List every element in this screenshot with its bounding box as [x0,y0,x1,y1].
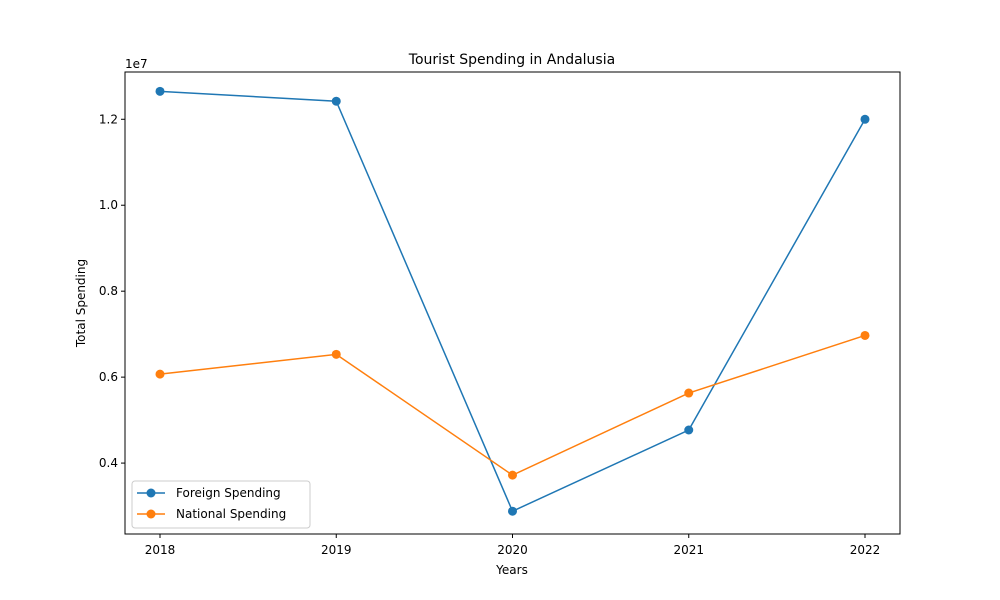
legend-label: National Spending [176,507,286,521]
y-tick-label: 0.8 [99,284,118,298]
x-tick-label: 2018 [145,543,176,557]
data-point [155,369,165,379]
data-point [155,86,165,96]
y-offset-label: 1e7 [125,57,148,71]
y-axis: 0.4 0.6 0.8 1.0 1.2 [99,112,125,470]
x-tick-label: 2022 [850,543,881,557]
data-point [508,506,517,516]
data-point [331,349,341,359]
data-point [684,388,694,398]
data-point [684,425,694,435]
x-axis-label: Years [495,563,528,577]
y-tick-label: 0.6 [99,370,118,384]
x-tick-label: 2020 [497,543,528,557]
legend-box [131,480,311,529]
data-point [860,114,870,124]
series-line-2 [159,334,866,476]
chart-title: Tourist Spending in Andalusia [408,52,615,68]
y-axis-label: Total Spending [74,259,88,348]
y-tick-label: 0.4 [99,456,118,470]
y-tick-label: 1.0 [99,198,118,212]
legend: Foreign Spending National Spending [131,480,311,529]
legend-marker [146,488,156,498]
data-point [508,470,517,480]
legend-label: Foreign Spending [176,486,281,500]
legend-marker [146,509,156,519]
plot-frame [124,71,901,535]
x-tick-label: 2021 [673,543,704,557]
data-point [860,330,870,340]
x-axis: 2018 2019 2020 2021 2022 [145,534,881,557]
plot-area [155,86,870,516]
data-point [331,96,341,106]
y-tick-label: 1.2 [99,112,118,126]
x-tick-label: 2019 [321,543,352,557]
series-line-1 [159,90,866,513]
